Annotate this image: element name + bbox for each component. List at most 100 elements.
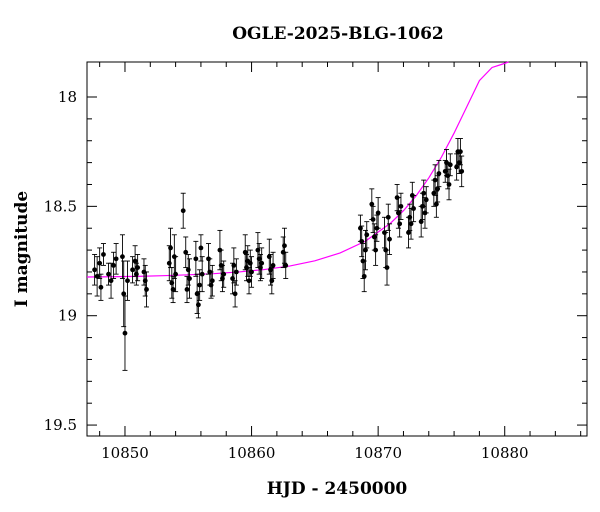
point-marker xyxy=(447,162,453,168)
point-marker xyxy=(458,149,463,155)
data-point xyxy=(173,256,179,293)
data-point xyxy=(183,236,189,269)
point-marker xyxy=(135,265,141,270)
point-marker xyxy=(397,221,403,227)
data-point xyxy=(454,153,460,181)
point-marker xyxy=(120,254,125,260)
data-point xyxy=(447,153,453,177)
point-marker xyxy=(106,271,111,277)
data-point xyxy=(106,262,112,286)
data-point xyxy=(168,227,174,269)
data-point xyxy=(108,262,114,299)
data-point xyxy=(375,197,381,229)
point-marker xyxy=(231,263,237,268)
data-point xyxy=(92,254,98,286)
point-marker xyxy=(199,271,205,277)
point-marker xyxy=(387,236,392,242)
data-point xyxy=(221,260,227,288)
point-marker xyxy=(187,276,192,281)
data-point xyxy=(231,247,237,284)
y-tick-label: 19.5 xyxy=(44,416,77,434)
y-tick-label: 19 xyxy=(58,307,77,325)
point-marker xyxy=(369,201,375,207)
data-point xyxy=(423,186,429,214)
y-axis-label: I magnitude xyxy=(12,191,32,308)
point-marker xyxy=(454,164,460,170)
point-marker xyxy=(125,278,130,284)
point-marker xyxy=(446,182,452,187)
data-point xyxy=(98,273,104,301)
data-point xyxy=(361,260,367,293)
point-marker xyxy=(423,197,429,203)
data-point xyxy=(385,203,391,231)
data-point xyxy=(357,214,363,242)
data-point xyxy=(233,258,239,286)
point-marker xyxy=(259,260,265,266)
point-marker xyxy=(270,263,276,268)
point-marker xyxy=(97,260,103,266)
data-point xyxy=(270,251,276,279)
data-point xyxy=(94,256,100,297)
data-point xyxy=(187,258,193,299)
point-marker xyxy=(359,238,365,244)
point-marker xyxy=(375,210,381,216)
point-marker xyxy=(364,232,370,238)
point-marker xyxy=(459,168,465,174)
point-marker xyxy=(436,171,442,176)
y-tick-label: 18 xyxy=(58,88,77,106)
point-marker xyxy=(111,263,116,268)
x-tick-label: 10870 xyxy=(354,444,402,462)
point-marker xyxy=(246,278,252,284)
data-point xyxy=(436,159,442,188)
data-point xyxy=(194,273,200,314)
point-marker xyxy=(198,245,204,251)
point-marker xyxy=(92,267,97,273)
point-marker xyxy=(221,271,227,277)
point-marker xyxy=(144,287,149,292)
point-marker xyxy=(406,230,411,235)
data-point xyxy=(184,275,190,304)
data-point xyxy=(370,205,376,234)
point-marker xyxy=(232,291,238,297)
data-point xyxy=(135,254,141,282)
data-point xyxy=(180,192,186,229)
data-point xyxy=(199,256,205,293)
point-marker xyxy=(361,273,367,279)
x-axis-label: HJD - 2450000 xyxy=(267,479,408,499)
y-tick-label: 18.5 xyxy=(44,197,77,215)
point-marker xyxy=(101,252,106,257)
data-point xyxy=(197,269,203,301)
point-marker xyxy=(269,278,275,284)
data-point xyxy=(387,223,393,255)
data-point xyxy=(246,267,252,295)
data-point xyxy=(230,262,236,295)
tick-labels: 10850 10860 10870 10880 18 18.5 19 19.5 xyxy=(44,88,529,462)
data-points-layer xyxy=(92,138,465,371)
axis-ticks xyxy=(87,62,587,436)
point-marker xyxy=(384,265,390,270)
data-point xyxy=(397,210,403,238)
point-marker xyxy=(108,278,114,284)
point-marker xyxy=(408,221,414,227)
data-point xyxy=(169,267,175,299)
data-point xyxy=(283,251,289,279)
point-marker xyxy=(421,190,427,196)
point-marker xyxy=(370,217,376,222)
data-point xyxy=(281,227,287,264)
point-marker xyxy=(385,214,391,220)
point-marker xyxy=(193,256,199,262)
data-point xyxy=(249,256,255,288)
data-point xyxy=(384,249,390,286)
plot-area xyxy=(86,61,588,437)
point-marker xyxy=(242,249,248,255)
data-point xyxy=(121,260,127,328)
point-marker xyxy=(195,302,201,308)
point-marker xyxy=(98,284,104,290)
data-point xyxy=(446,168,452,201)
x-tick-label: 10850 xyxy=(101,444,149,462)
data-point xyxy=(209,264,215,297)
data-point xyxy=(193,240,199,277)
data-point xyxy=(259,247,265,279)
x-tick-label: 10880 xyxy=(481,444,529,462)
